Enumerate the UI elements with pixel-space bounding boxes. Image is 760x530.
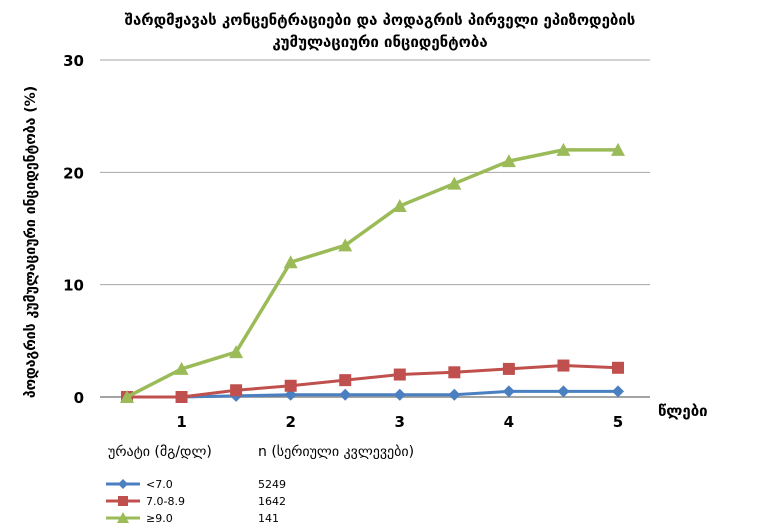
legend-label: <7.0 — [146, 478, 173, 491]
x-tick-label: 5 — [613, 413, 623, 431]
data-point — [612, 385, 624, 398]
x-tick-label: 2 — [285, 413, 295, 431]
y-axis-label: პოდაგრის კუმულაციური ინციდენტობა (%) — [23, 85, 39, 399]
series-line — [127, 364, 619, 399]
data-point — [557, 359, 570, 372]
data-point — [502, 362, 515, 375]
legend-label: 7.0-8.9 — [146, 495, 185, 508]
data-point — [501, 154, 516, 168]
data-point — [120, 390, 134, 403]
data-point — [448, 366, 461, 379]
legend-item-series-2: 7.0-8.9 1642 — [104, 493, 404, 511]
legend-count: 141 — [258, 512, 279, 525]
data-point — [393, 368, 406, 381]
data-point — [392, 199, 407, 213]
series-line — [127, 389, 618, 399]
legend-item-series-1: <7.0 5249 — [104, 476, 404, 494]
y-tick-label: 20 — [63, 164, 84, 182]
y-tick-label: 10 — [63, 277, 84, 295]
legend-marker-square — [106, 496, 140, 506]
data-point — [502, 385, 515, 398]
data-point — [174, 361, 189, 375]
data-point — [612, 361, 624, 374]
data-point — [284, 379, 297, 392]
data-point — [230, 384, 243, 397]
legend-marker-diamond — [106, 479, 140, 489]
y-tick-label: 0 — [74, 389, 84, 407]
data-point — [339, 388, 352, 401]
legend-count: 1642 — [258, 495, 286, 508]
legend-marker-triangle — [106, 512, 140, 523]
data-point — [175, 391, 188, 403]
chart-title-line-1: შარდმჟავას კონცენტრაციები და პოდაგრის პი… — [124, 11, 636, 29]
data-point — [557, 385, 570, 398]
x-axis-label: წლები — [658, 402, 708, 420]
data-point — [447, 176, 462, 190]
data-point — [283, 255, 298, 269]
data-point — [229, 345, 244, 359]
chart-title-line-2: კუმულაციური ინციდენტობა — [272, 33, 488, 51]
data-point — [393, 388, 406, 401]
y-tick-label: 30 — [63, 52, 84, 70]
legend-header-n: n (სერიული კვლევები) — [258, 444, 415, 460]
x-tick-label: 4 — [504, 413, 514, 431]
data-point — [611, 142, 625, 156]
legend-label: ≥9.0 — [146, 512, 173, 525]
legend-item-series-3: ≥9.0 141 — [104, 510, 404, 528]
data-point — [339, 374, 352, 387]
series-line — [126, 148, 618, 399]
legend-header-group: ურატი (მგ/დლ) — [108, 444, 212, 460]
x-tick-label: 1 — [176, 413, 186, 431]
data-point — [448, 388, 461, 401]
data-point — [338, 238, 353, 252]
x-tick-label: 3 — [395, 413, 405, 431]
legend-count: 5249 — [258, 478, 286, 491]
data-point — [556, 142, 571, 156]
